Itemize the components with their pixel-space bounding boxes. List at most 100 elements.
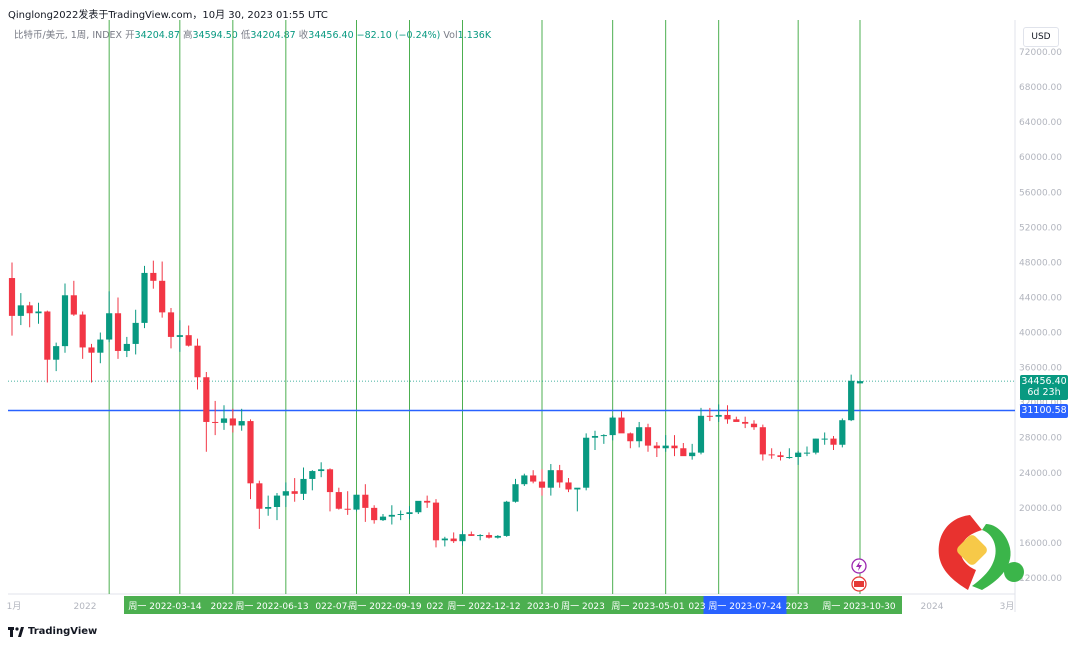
y-tick-label: 12000.00 <box>1019 574 1062 584</box>
candle-body <box>547 470 554 488</box>
y-tick-label: 64000.00 <box>1019 118 1062 128</box>
candle-body <box>759 427 766 455</box>
candle-body <box>247 421 254 484</box>
candle-body <box>565 482 572 490</box>
candle-body <box>61 295 69 347</box>
x-tick-label: 023 <box>688 602 705 612</box>
candle-body <box>371 507 378 521</box>
x-tick-label: 周一 2023-07-24 <box>708 601 781 612</box>
candle-body <box>803 452 811 454</box>
candle-body <box>697 415 705 453</box>
candle-body <box>839 420 846 445</box>
tradingview-logo-icon <box>8 626 24 637</box>
x-tick-label: 022 <box>426 602 443 612</box>
candle-body <box>185 335 192 346</box>
candle-body <box>353 494 360 510</box>
open-value: 34204.87 <box>134 30 180 41</box>
candle-body <box>627 433 634 442</box>
change-value: −82.10 (−0.24%) <box>356 30 441 41</box>
candle-body <box>106 313 113 340</box>
candle-body <box>812 438 819 453</box>
candle-body <box>706 415 713 417</box>
candle-body <box>600 435 607 437</box>
candle-body <box>150 272 157 281</box>
candle-body <box>777 455 784 458</box>
x-tick-label: 022-07- <box>315 602 350 612</box>
close-label: 收 <box>298 30 309 41</box>
candle-body <box>406 512 413 515</box>
candle-body <box>724 414 731 420</box>
candle-body <box>830 438 837 445</box>
candle-body <box>459 534 466 542</box>
watermark-logo-icon <box>938 515 1024 590</box>
candle-body <box>583 437 590 488</box>
x-tick-label: 2023-0 <box>527 602 559 612</box>
high-value: 34594.50 <box>192 30 238 41</box>
x-tick-label: 2022 <box>211 602 234 612</box>
candle-body <box>212 421 219 423</box>
footer-brand: TradingView <box>8 626 97 637</box>
candle-body <box>671 445 678 449</box>
candle-body <box>8 278 16 316</box>
candle-body <box>397 514 404 516</box>
y-tick-label: 72000.00 <box>1019 48 1062 58</box>
high-label: 高 <box>182 30 193 41</box>
candle-body <box>282 491 289 496</box>
low-label: 低 <box>240 30 251 41</box>
x-axis-current-band <box>703 596 787 614</box>
candle-body <box>194 345 201 378</box>
y-tick-label: 44000.00 <box>1019 293 1062 303</box>
candle-body <box>591 435 599 438</box>
x-tick-label: 周一 2023-05-01 <box>611 601 684 612</box>
x-tick-label: 周一 2023-10-30 <box>822 601 895 612</box>
candle-body <box>97 339 104 353</box>
candle-body <box>609 417 616 436</box>
candle-body <box>141 272 148 323</box>
candle-body <box>114 313 122 351</box>
candle-body <box>203 377 210 422</box>
candle-body <box>53 346 60 360</box>
candle-body <box>768 454 775 456</box>
candle-body <box>494 535 501 538</box>
candle-body <box>326 469 334 493</box>
event-lightning-glyph <box>856 561 862 571</box>
candle-body <box>159 280 166 313</box>
candle-body <box>653 445 660 449</box>
x-tick-label: 3月 <box>1000 601 1015 612</box>
candle-body <box>88 347 95 353</box>
candle-body <box>176 335 183 337</box>
candle-body <box>344 508 351 510</box>
brand-name: TradingView <box>28 626 98 637</box>
candle-body <box>503 501 510 536</box>
x-tick-label: 周一 2022-09-19 <box>348 601 421 612</box>
candle-body <box>485 535 493 538</box>
candle-body <box>362 494 369 508</box>
x-tick-label: 周一 2023 <box>561 601 605 612</box>
y-tick-label: 16000.00 <box>1019 539 1062 549</box>
x-tick-label: 周一 2022-06-13 <box>235 601 308 612</box>
candle-body <box>220 418 228 423</box>
candle-body <box>35 311 42 314</box>
last-price-badge: 34456.40 6d 23h <box>1020 375 1068 400</box>
candle-body <box>238 421 245 426</box>
candle-body <box>335 492 342 509</box>
x-tick-label: 周一 2022-03-14 <box>128 601 201 612</box>
candle-body <box>415 500 422 513</box>
x-tick-label: 1月 <box>7 601 22 612</box>
candle-body <box>795 452 802 458</box>
y-tick-label: 60000.00 <box>1019 153 1062 163</box>
publisher-header: Qinglong2022发表于TradingView.com，10月 30, 2… <box>8 10 328 21</box>
y-tick-label: 48000.00 <box>1019 258 1062 268</box>
candle-body <box>786 457 793 459</box>
currency-button[interactable]: USD <box>1023 27 1059 47</box>
candle-body <box>556 470 563 483</box>
candle-body <box>512 484 519 502</box>
candle-body <box>521 475 528 485</box>
y-tick-label: 36000.00 <box>1019 364 1062 374</box>
candle-body <box>309 471 316 479</box>
candle-body <box>680 448 687 457</box>
candle-body <box>715 414 722 417</box>
candle-body <box>477 535 484 537</box>
candle-body <box>468 534 475 536</box>
